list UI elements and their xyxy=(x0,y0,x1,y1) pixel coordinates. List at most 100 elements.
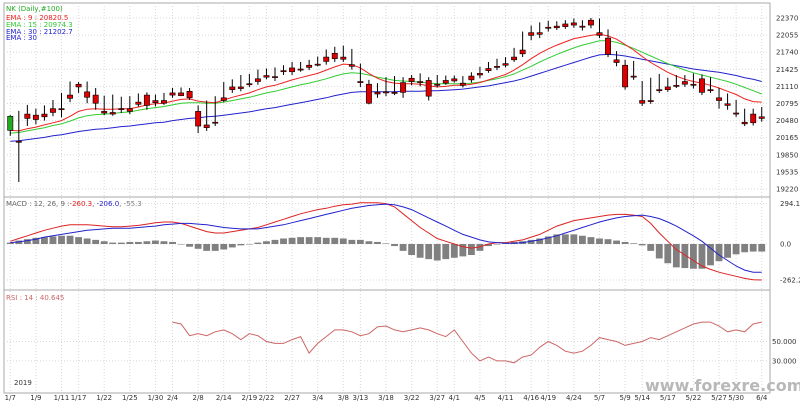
candle xyxy=(280,65,287,75)
candle xyxy=(468,72,475,83)
macd-hist-bar xyxy=(732,244,740,255)
price-tick-label: 22370 xyxy=(776,15,798,23)
x-axis-ticks: 1/7 1/9 1/11 1/17 1/22 1/25 1/30 2/4 2/8 2/14 2/19… xyxy=(5,394,768,402)
candle-body xyxy=(459,82,466,86)
candle xyxy=(331,46,338,62)
candle-body xyxy=(297,68,304,71)
candle-body xyxy=(758,116,765,119)
candle-body xyxy=(553,25,560,29)
x-tick-label: 2/22 xyxy=(259,394,275,401)
candle xyxy=(143,92,150,110)
year-label: 2019 xyxy=(14,379,32,387)
price-tick-label: 19220 xyxy=(776,186,798,194)
macd-hist-bar xyxy=(698,244,706,269)
x-tick-label: 5/27 xyxy=(711,394,727,401)
macd-hist-bar xyxy=(450,244,458,258)
candle xyxy=(485,61,492,73)
macd-hist-bar xyxy=(356,239,364,244)
candle-body xyxy=(109,112,116,115)
x-tick-label: 2/14 xyxy=(216,394,232,401)
candle-body xyxy=(707,89,714,92)
macd-hist-bar xyxy=(211,244,219,251)
candle xyxy=(383,77,389,97)
macd-hist-bar xyxy=(553,234,561,244)
macd-hist-bar xyxy=(305,237,313,244)
x-tick-label: 4/1 xyxy=(449,394,460,401)
candle xyxy=(656,73,663,93)
macd-hist-bar xyxy=(23,239,31,244)
x-tick-label: 4/5 xyxy=(474,394,485,401)
macd-hist-bar xyxy=(476,244,484,251)
candle xyxy=(135,93,142,107)
candle-body xyxy=(519,49,526,55)
candle-body xyxy=(502,63,509,66)
candle-body xyxy=(391,92,398,94)
macd-hist-bar xyxy=(314,237,322,244)
candle xyxy=(681,75,688,87)
candle-body xyxy=(587,19,594,26)
x-tick-label: 1/22 xyxy=(96,394,112,401)
macd-tick-label: -262.2 xyxy=(780,277,800,285)
price-panel-frame xyxy=(3,2,771,198)
candle-body xyxy=(690,83,697,86)
macd-axis-ticks: 294.1 0.0 -262.2 xyxy=(780,200,800,284)
candle xyxy=(758,107,765,122)
candle xyxy=(50,99,56,117)
candle xyxy=(733,99,740,117)
candle xyxy=(425,77,432,101)
candle xyxy=(570,18,577,28)
macd-hist-bar xyxy=(6,242,14,244)
macd-hist-bar xyxy=(331,237,339,244)
macd-hist-bar xyxy=(186,244,194,247)
x-tick-label: 4/19 xyxy=(540,394,556,401)
macd-hist-bar xyxy=(724,244,731,258)
macd-hist-bar xyxy=(92,239,100,244)
candle-body xyxy=(272,76,278,78)
x-tick-label: 1/17 xyxy=(71,394,87,401)
macd-tick-label: 294.1 xyxy=(780,200,800,208)
candle-body xyxy=(237,86,244,89)
macd-hist-bar xyxy=(263,241,270,244)
candle xyxy=(289,61,296,75)
candle xyxy=(84,81,91,104)
candle-body xyxy=(613,59,620,63)
x-tick-label: 5/30 xyxy=(728,394,744,401)
x-tick-label: 1/11 xyxy=(54,394,70,401)
candle xyxy=(67,81,73,103)
candle-body xyxy=(511,56,518,61)
macd-hist-bar xyxy=(58,235,65,244)
macd-hist-bar xyxy=(425,244,433,260)
macd-hist-bar xyxy=(741,244,749,253)
candle xyxy=(41,105,48,121)
legend-ema15: EMA : 15 : 20974.3 xyxy=(6,21,73,29)
candle-body xyxy=(101,111,108,114)
candle-body xyxy=(331,52,338,60)
macd-hist-bar xyxy=(66,235,74,244)
candle-body xyxy=(289,67,296,73)
candle-body xyxy=(195,111,202,127)
macd-hist-bar xyxy=(41,237,48,244)
macd-hist-bar xyxy=(399,244,407,251)
candle xyxy=(109,94,116,116)
price-tick-label: 22055 xyxy=(776,32,798,40)
candle-body xyxy=(724,103,731,106)
candle-body xyxy=(647,100,654,102)
candle-body xyxy=(451,78,458,82)
candle xyxy=(622,59,629,90)
candle-body xyxy=(306,64,313,68)
candle xyxy=(750,108,757,126)
macd-hist-bar xyxy=(83,238,91,244)
candle-body xyxy=(126,108,133,112)
candle-body xyxy=(84,91,91,98)
candle-body xyxy=(135,101,142,105)
candle xyxy=(58,92,65,118)
x-tick-label: 3/13 xyxy=(353,394,369,401)
candle xyxy=(220,82,227,103)
candle-body xyxy=(417,81,424,83)
candle xyxy=(587,18,594,29)
candle xyxy=(724,93,731,110)
macd-hist-bar xyxy=(485,244,492,247)
candle xyxy=(664,77,671,92)
macd-hist-bar xyxy=(382,243,390,244)
